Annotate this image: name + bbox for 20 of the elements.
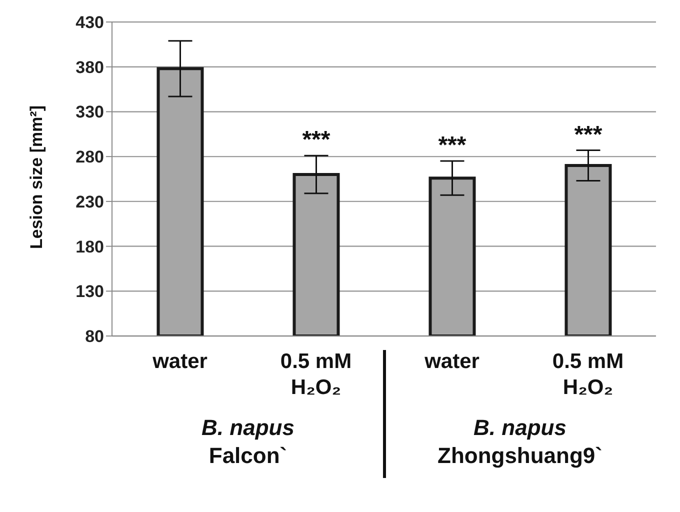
- y-axis-title: Lesion size [mm²]: [27, 105, 46, 249]
- y-tick-label: 230: [76, 192, 104, 212]
- y-tick-label: 330: [76, 102, 104, 122]
- x-tick-label: 0.5 mM H₂O₂: [552, 350, 624, 399]
- y-tick-label: 280: [76, 148, 104, 167]
- text: Falcon`: [208, 442, 288, 470]
- y-tick-label: 430: [76, 13, 104, 32]
- x-tick-label: 0.5 mM H₂O₂: [280, 350, 352, 399]
- y-tick-label: 130: [76, 282, 104, 302]
- data-label: ***: [574, 121, 603, 148]
- text: B. napus: [200, 414, 296, 442]
- y-tick-label: 80: [85, 327, 104, 346]
- x-tick-label: water: [424, 350, 480, 373]
- text: B. napus: [472, 414, 568, 442]
- data-label: ***: [302, 126, 331, 154]
- y-tick-label: 380: [76, 58, 104, 77]
- data-label: ***: [438, 132, 467, 160]
- y-tick-label: 180: [76, 237, 104, 256]
- x-tick-label: water: [152, 350, 208, 373]
- text: Zhongshuang9`: [436, 442, 604, 470]
